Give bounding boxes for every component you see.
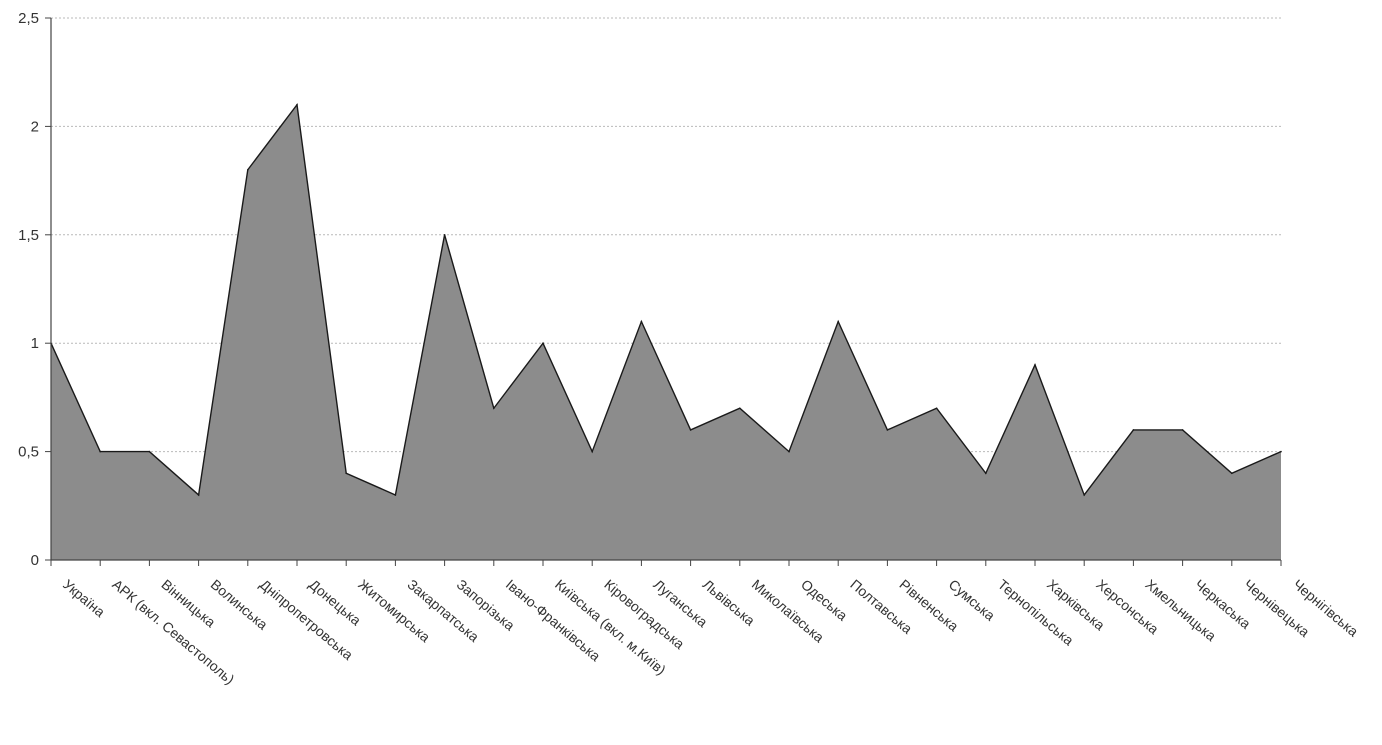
data-point [542, 342, 544, 345]
data-point [1280, 450, 1282, 453]
y-tick-label: 1,5 [18, 227, 39, 244]
data-point [99, 450, 101, 453]
x-category-label: Дніпропетровська [257, 576, 356, 663]
y-tick-label: 2,5 [18, 10, 39, 27]
data-point [886, 429, 889, 431]
data-point [1132, 429, 1135, 431]
data-point [935, 407, 938, 410]
data-point [837, 320, 839, 323]
data-point [148, 450, 151, 453]
data-point [296, 103, 298, 106]
y-tick-label: 2 [31, 118, 39, 135]
data-point [689, 429, 692, 431]
data-point [247, 168, 249, 171]
data-point [1083, 494, 1085, 496]
data-point [1034, 364, 1036, 366]
data-point [443, 234, 446, 236]
data-point [985, 472, 987, 475]
y-tick-label: 0,5 [18, 444, 39, 461]
data-point [739, 407, 741, 410]
area-outline [50, 102, 1282, 497]
data-point [591, 450, 593, 453]
data-point [1181, 429, 1184, 431]
x-category-label: Україна [60, 576, 108, 620]
area-fill [51, 104, 1281, 560]
y-axis-tick-labels: 0 0,5 1 1,5 2 2,5 [18, 10, 39, 569]
data-point [493, 407, 495, 410]
x-axis-category-labels: Україна АРК (вкл. Севастополь)ВінницькаВо… [60, 576, 1362, 687]
data-point [788, 450, 790, 453]
data-point [394, 494, 397, 496]
data-point [197, 494, 200, 496]
axes [45, 17, 1282, 566]
data-point [345, 472, 348, 475]
area-series [50, 102, 1282, 560]
data-point [640, 320, 643, 323]
y-tick-label: 0 [31, 552, 39, 569]
y-tick-label: 1 [31, 335, 39, 352]
x-category-label: Львівська [700, 576, 759, 629]
data-point [1231, 472, 1233, 475]
